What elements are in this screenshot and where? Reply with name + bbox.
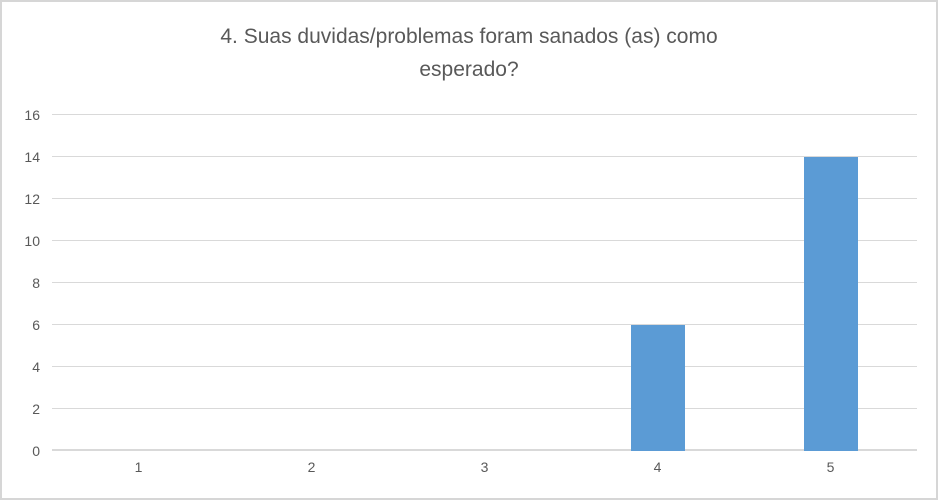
x-axis-line — [52, 449, 917, 451]
y-tick-label-8: 8 — [32, 275, 40, 291]
x-tick-label-3: 3 — [480, 459, 489, 475]
y-tick-label-0: 0 — [32, 443, 40, 459]
bar-category-5 — [803, 157, 858, 451]
x-axis-labels: 1 2 3 4 5 — [52, 459, 917, 479]
gridline-y10 — [52, 240, 917, 241]
y-tick-label-6: 6 — [32, 317, 40, 333]
gridline-y14 — [52, 156, 917, 157]
y-axis-labels: 0 2 4 6 8 10 12 14 16 — [2, 107, 44, 459]
chart-title: 4. Suas duvidas/problemas foram sanados … — [2, 20, 936, 86]
x-tick-label-1: 1 — [134, 459, 143, 475]
gridline-y12 — [52, 198, 917, 199]
gridline-y4 — [52, 366, 917, 367]
y-tick-label-16: 16 — [24, 107, 40, 123]
gridline-y2 — [52, 408, 917, 409]
chart-title-line-2: esperado? — [419, 58, 519, 81]
y-tick-label-10: 10 — [24, 233, 40, 249]
plot-area — [52, 114, 917, 451]
bar-category-4 — [630, 325, 685, 451]
y-tick-label-4: 4 — [32, 359, 40, 375]
chart-title-line-1: 4. Suas duvidas/problemas foram sanados … — [220, 25, 718, 48]
y-tick-label-14: 14 — [24, 149, 40, 165]
x-tick-label-4: 4 — [653, 459, 662, 475]
y-tick-label-12: 12 — [24, 191, 40, 207]
x-tick-label-5: 5 — [826, 459, 835, 475]
gridline-y16 — [52, 114, 917, 115]
y-tick-label-2: 2 — [32, 401, 40, 417]
x-tick-label-2: 2 — [307, 459, 316, 475]
gridline-y8 — [52, 282, 917, 283]
gridline-y6 — [52, 324, 917, 325]
